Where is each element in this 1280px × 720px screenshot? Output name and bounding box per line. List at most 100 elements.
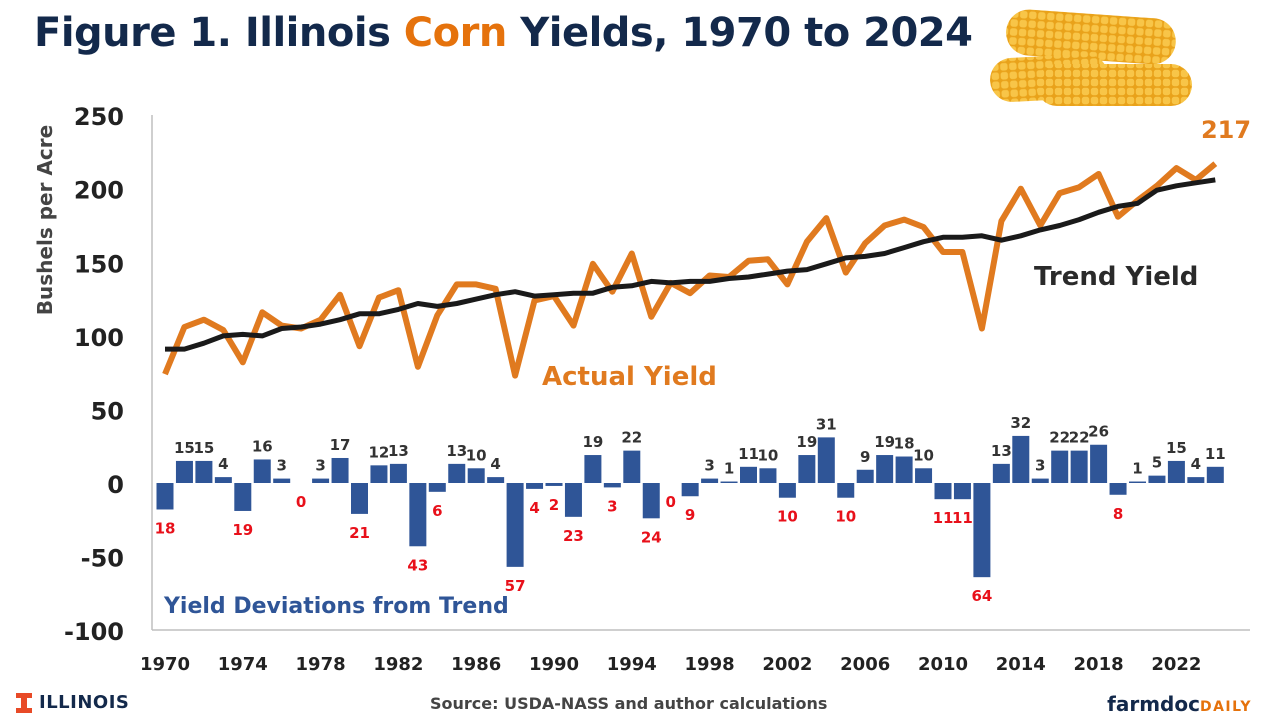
deviation-bar — [1109, 483, 1127, 495]
x-tick-label: 1974 — [218, 654, 268, 675]
deviation-bar — [467, 468, 485, 483]
deviation-label: 22 — [621, 429, 642, 447]
deviation-label: 10 — [466, 446, 487, 464]
deviation-bar — [1148, 475, 1166, 483]
deviation-label: 13 — [388, 442, 409, 460]
source-note: Source: USDA-NASS and author calculation… — [430, 694, 828, 713]
actual-yield-label: Actual Yield — [542, 362, 717, 392]
deviation-label: 1 — [724, 460, 734, 478]
y-tick-labels: -100 -50 0 50 100 150 200 250 — [64, 103, 124, 646]
deviation-bar — [973, 483, 991, 578]
deviation-bar — [1031, 478, 1049, 483]
deviation-label: 11 — [933, 509, 954, 527]
chart: Bushels per Acre -100-50050100150200250 … — [33, 103, 1251, 675]
deviation-bar — [428, 483, 446, 492]
x-tick-label: 1990 — [529, 654, 579, 675]
deviation-label: 3 — [315, 457, 325, 475]
deviation-bar — [1129, 481, 1146, 483]
deviation-bar — [487, 477, 505, 483]
deviation-bar — [778, 483, 796, 498]
y-tick-label: 0 — [107, 471, 124, 499]
deviation-label: 10 — [835, 508, 856, 526]
y-tick-label: -50 — [81, 545, 124, 573]
deviation-bar — [720, 481, 738, 483]
deviation-bar — [895, 456, 913, 483]
x-tick-label: 1986 — [451, 654, 501, 675]
deviation-bar — [370, 465, 388, 483]
x-tick-label: 1970 — [140, 654, 190, 675]
y-tick-label: 150 — [74, 250, 124, 278]
deviation-bar — [798, 455, 816, 483]
deviation-label: 32 — [1010, 414, 1031, 432]
deviation-label: 19 — [232, 521, 253, 539]
deviation-label: 4 — [529, 499, 539, 517]
deviation-bar — [526, 483, 544, 489]
deviation-label: 5 — [1152, 454, 1162, 472]
deviation-bar — [351, 483, 368, 514]
illinois-wordmark: ILLINOIS — [39, 692, 130, 713]
deviation-bar — [759, 468, 777, 483]
farmdoc-brand: farmdocDAILY — [1107, 692, 1252, 716]
deviation-label: 19 — [874, 433, 895, 451]
deviation-label: 15 — [1166, 439, 1187, 457]
deviation-bar — [273, 478, 291, 483]
brand-suffix: DAILY — [1199, 699, 1252, 715]
deviation-label: 17 — [330, 436, 351, 454]
y-axis-label: Bushels per Acre — [33, 125, 57, 315]
deviation-bar — [1012, 435, 1030, 483]
deviation-label: 9 — [685, 506, 695, 524]
deviation-bar — [642, 483, 660, 519]
brand-name: farmdoc — [1107, 692, 1200, 716]
deviation-label: 64 — [971, 587, 992, 605]
deviation-bar — [953, 483, 971, 500]
deviation-bar — [623, 450, 641, 483]
deviation-label: 15 — [193, 439, 214, 457]
deviation-label: 23 — [563, 527, 584, 545]
deviation-bars — [156, 435, 1224, 578]
deviation-label: 3 — [276, 457, 286, 475]
deviation-label: 18 — [894, 435, 915, 453]
x-tick-label: 1994 — [607, 654, 657, 675]
x-tick-label: 2018 — [1074, 654, 1124, 675]
deviation-bar — [253, 459, 271, 483]
deviation-label: 22 — [1049, 429, 1070, 447]
deviation-label: 3 — [607, 497, 617, 515]
deviation-label: 10 — [913, 446, 934, 464]
deviation-label: 16 — [252, 437, 273, 455]
y-tick-label: 250 — [74, 103, 124, 131]
x-tick-label: 1998 — [685, 654, 735, 675]
deviation-label: 3 — [704, 457, 714, 475]
deviation-bar — [564, 483, 582, 517]
deviation-label: 4 — [218, 455, 228, 473]
deviation-label: 9 — [860, 448, 870, 466]
x-tick-label: 1982 — [373, 654, 423, 675]
y-tick-label: -100 — [64, 618, 124, 646]
deviation-bar — [701, 478, 719, 483]
deviation-label: 24 — [641, 528, 662, 546]
x-tick-label: 2010 — [918, 654, 968, 675]
deviation-bar — [876, 455, 894, 483]
x-tick-label: 2014 — [996, 654, 1046, 675]
deviation-bar — [1090, 444, 1108, 483]
deviation-bar — [584, 455, 602, 483]
deviation-label: 3 — [1035, 457, 1045, 475]
deviation-label: 15 — [174, 439, 195, 457]
deviation-bar — [234, 483, 252, 511]
illinois-logo: ILLINOIS — [16, 692, 129, 713]
illinois-block-i-logo — [16, 692, 32, 713]
deviation-label: 22 — [1069, 429, 1090, 447]
deviation-label: 21 — [349, 524, 370, 542]
deviation-bar — [1167, 460, 1185, 483]
deviation-bar — [175, 460, 193, 483]
deviation-label: 57 — [505, 577, 526, 595]
deviation-bar — [1187, 477, 1205, 483]
x-tick-label: 2006 — [840, 654, 890, 675]
x-tick-label: 2022 — [1151, 654, 1201, 675]
deviation-bar — [992, 463, 1010, 483]
deviation-bar — [448, 463, 466, 483]
deviation-label: 31 — [816, 415, 837, 433]
deviation-bar — [740, 466, 757, 483]
deviation-label: 26 — [1088, 423, 1109, 441]
deviation-label: 10 — [777, 508, 798, 526]
